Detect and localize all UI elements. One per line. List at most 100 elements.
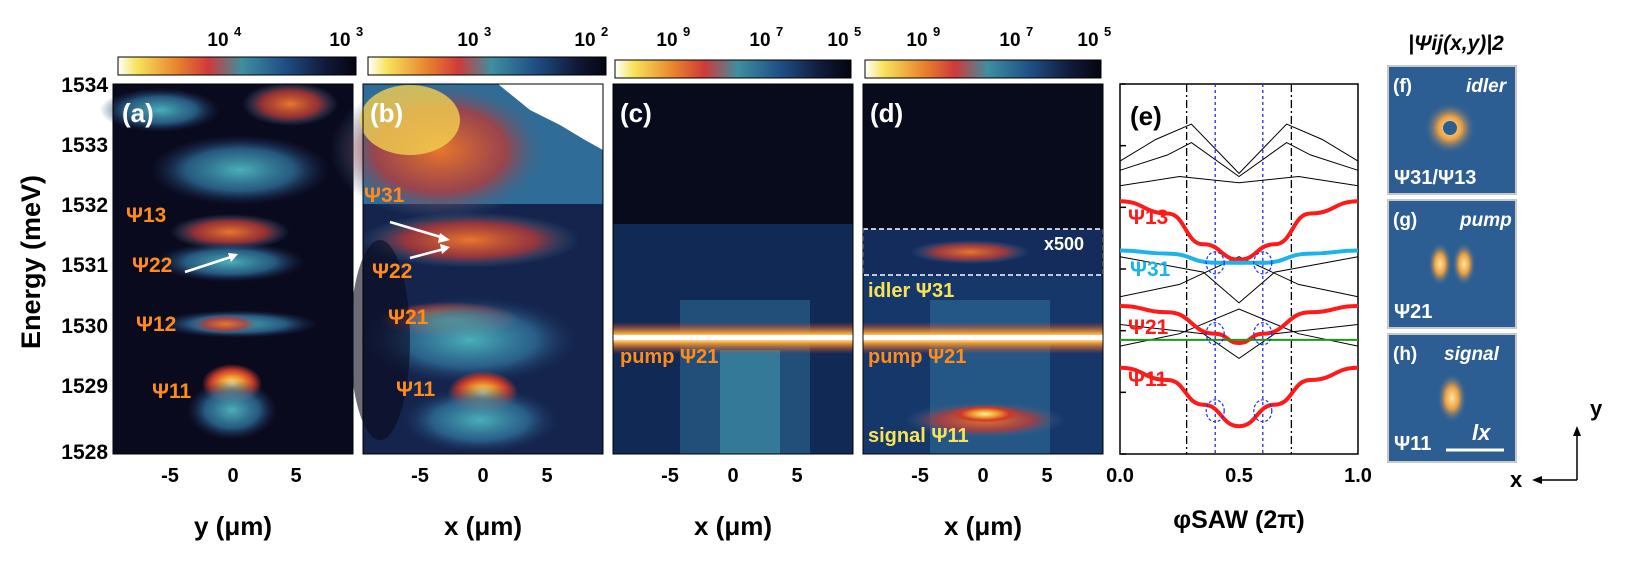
energy-curves — [1119, 123, 1359, 429]
curve-label: Ψ31 — [1130, 258, 1171, 281]
x-tick: 0 — [227, 465, 238, 487]
axis-x-label: x — [1510, 467, 1523, 492]
colorbar-tick: 10 — [574, 30, 595, 51]
crossing-curve — [1119, 324, 1359, 360]
series-line-31 — [1119, 248, 1359, 265]
series-line-13 — [1119, 199, 1359, 262]
crossing-curve — [1119, 308, 1359, 347]
x-tick: 0 — [477, 465, 488, 487]
wavefunction-column: |Ψij(x,y)|2 (f) idler Ψ31/Ψ13 (g) pump Ψ… — [1387, 32, 1603, 492]
x-axis-label: x (μm) — [694, 511, 772, 541]
colorbar-tick: 10 — [749, 30, 770, 51]
colorbar-d — [864, 59, 1102, 79]
colorbar-exp: 2 — [601, 24, 608, 39]
panel-b: 10 3 10 2 (b) Ψ31 Ψ22 Ψ21 Ψ11 -5 0 5 x (… — [330, 24, 608, 541]
colorbar-exp: 5 — [1104, 24, 1111, 39]
colorbar-tick: 10 — [656, 30, 677, 51]
energy-axis-ticks — [1120, 83, 1126, 455]
state-label: Ψ13 — [126, 204, 166, 227]
panel-label: (b) — [370, 98, 403, 128]
colorbar-c — [614, 59, 852, 79]
state-label: Ψ21 — [1394, 301, 1432, 323]
panel-label: (a) — [122, 98, 154, 128]
mode-label: signal — [1444, 344, 1500, 365]
upper-state-curve — [1119, 175, 1359, 187]
x-tick: -5 — [661, 465, 679, 487]
state-label: idler Ψ31 — [868, 280, 954, 302]
wavefunction-panel-h: (h) signal Ψ11 lx — [1387, 333, 1517, 463]
upper-state-curve — [1119, 123, 1359, 175]
mode-label: pump — [1459, 210, 1512, 231]
pointer-arrow — [409, 247, 445, 260]
energy-tick: 1532 — [61, 194, 108, 217]
state-label: pump Ψ21 — [620, 346, 718, 368]
x-tick: 5 — [791, 465, 802, 487]
state-label: Ψ12 — [136, 313, 176, 336]
panel-a: 10 4 10 3 (a) Ψ13 Ψ22 Ψ12 Ψ11 -5 0 5 y (… — [100, 24, 363, 541]
panel-label: (g) — [1393, 210, 1417, 231]
colorbar-exp: 7 — [776, 24, 783, 39]
curve-label: Ψ21 — [1128, 316, 1169, 339]
curve-label: Ψ13 — [1128, 206, 1168, 229]
panel-label: (d) — [870, 98, 903, 128]
wavefunction-title: |Ψij(x,y)|2 — [1408, 32, 1504, 55]
colorbar-a — [117, 56, 357, 76]
state-label: Ψ22 — [372, 260, 412, 283]
state-label: Ψ11 — [152, 380, 192, 403]
energy-tick: 1531 — [61, 254, 108, 277]
anticrossing-marker — [1253, 251, 1273, 275]
x-tick: 5 — [1041, 465, 1052, 487]
panel-label: (c) — [620, 98, 652, 128]
colorbar-tick: 10 — [329, 30, 350, 51]
colorbar-exp: 3 — [484, 24, 491, 39]
energy-tick: 1534 — [61, 74, 108, 97]
x500-label: x500 — [1044, 234, 1084, 254]
length-label: lx — [1472, 420, 1491, 445]
x-axis-label: φSAW (2π) — [1173, 506, 1304, 534]
panel-label: (e) — [1130, 101, 1162, 131]
coordinate-axes: y x — [1510, 396, 1603, 492]
wavefunction-panel-g: (g) pump Ψ21 — [1387, 199, 1517, 329]
panel-c: 10 9 10 7 10 5 (c) pump Ψ21 -5 0 5 x (μm… — [612, 24, 861, 541]
colorbar-tick: 10 — [999, 30, 1020, 51]
wavefunction-panel-f: (f) idler Ψ31/Ψ13 — [1387, 65, 1517, 195]
x-tick: 1.0 — [1344, 465, 1372, 487]
upper-state-curve — [1119, 142, 1359, 178]
anticrossing-marker — [1205, 251, 1225, 275]
colorbar-exp: 5 — [854, 24, 861, 39]
pointer-arrowhead — [440, 244, 450, 254]
curve-label: Ψ11 — [1128, 368, 1168, 391]
colorbar-tick: 10 — [906, 30, 927, 51]
series-line-21 — [1119, 304, 1359, 346]
state-label: Ψ11 — [1394, 433, 1431, 455]
colorbar-exp: 7 — [1026, 24, 1033, 39]
anticrossing-marker — [1253, 322, 1273, 346]
state-label: Ψ22 — [132, 254, 172, 277]
x-tick: 0.5 — [1225, 465, 1253, 487]
y-axis-title: Energy (meV) — [16, 175, 46, 349]
x-tick: 0.0 — [1106, 465, 1134, 487]
state-label: Ψ21 — [388, 306, 429, 329]
x-tick: -5 — [911, 465, 929, 487]
pointer-arrowhead — [438, 233, 450, 243]
anticrossing-marker — [1205, 399, 1225, 423]
panel-e: (e) Ψ13 Ψ31 Ψ21 Ψ11 0.0 0.5 1.0 φSAW (2π… — [1106, 83, 1372, 534]
panel-label: (f) — [1393, 76, 1412, 97]
x-axis-label: x (μm) — [444, 511, 522, 541]
colorbar-exp: 4 — [234, 24, 242, 39]
state-label: Ψ31 — [364, 184, 405, 207]
pointer-arrowhead — [228, 253, 238, 262]
energy-tick: 1529 — [61, 375, 108, 398]
mode-label: idler — [1466, 76, 1508, 97]
x-tick: 0 — [977, 465, 988, 487]
colorbar-exp: 9 — [683, 24, 690, 39]
anticrossing-marker — [1253, 399, 1273, 423]
crossing-curve — [1119, 256, 1359, 304]
x-axis-label: y (μm) — [194, 511, 272, 541]
colorbar-tick: 10 — [207, 30, 228, 51]
colorbar-tick: 10 — [827, 30, 848, 51]
colorbar-exp: 9 — [933, 24, 940, 39]
plot-frame-e — [1119, 83, 1359, 455]
state-label: Ψ31/Ψ13 — [1394, 167, 1476, 189]
pointer-arrow — [389, 220, 445, 240]
